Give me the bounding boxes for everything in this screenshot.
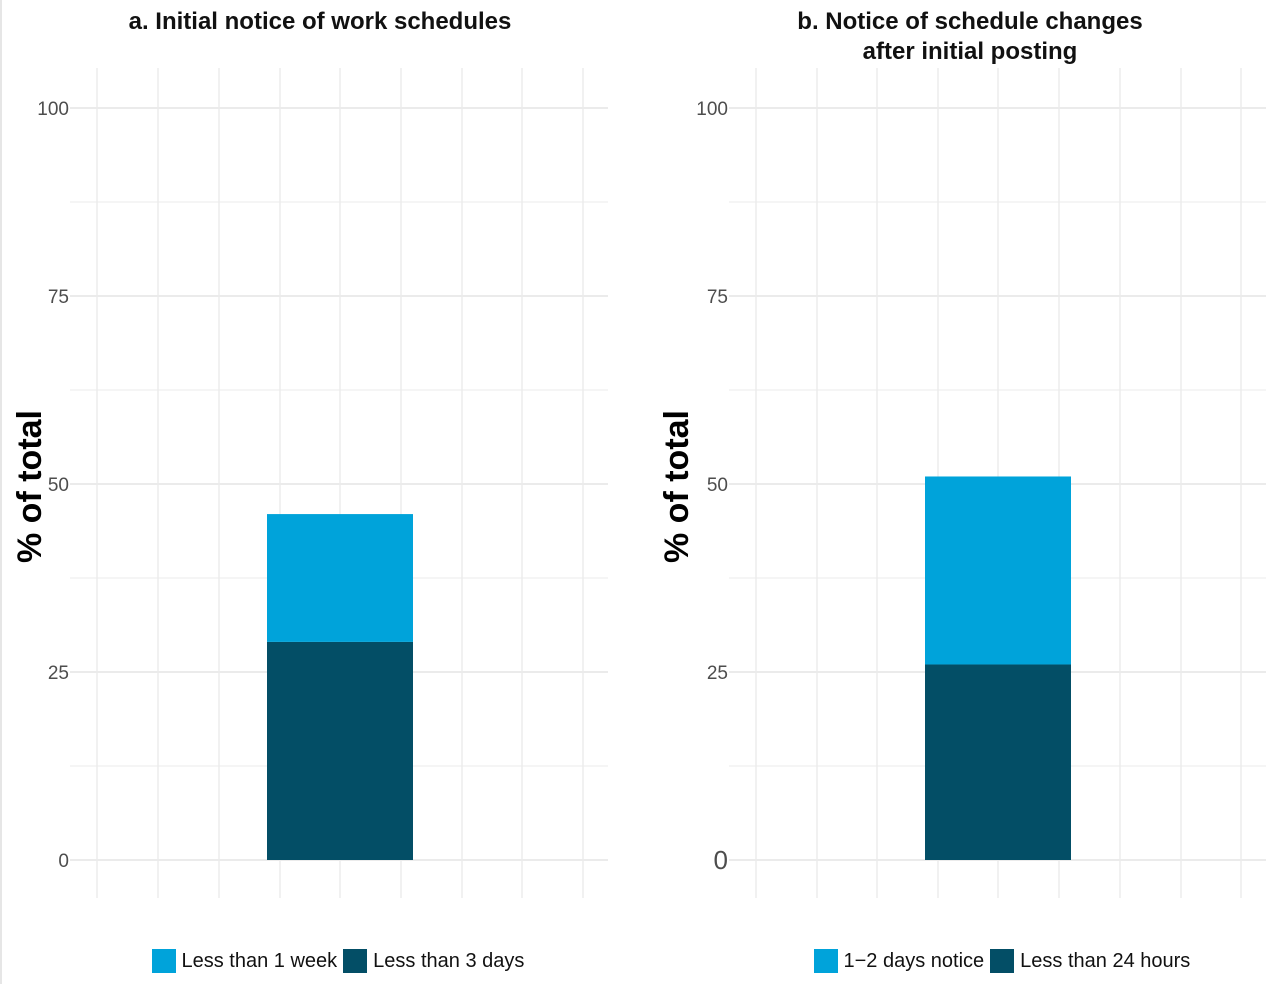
legend-item-less-than-24-hours: Less than 24 hours [990,949,1190,973]
legend-item-1-2-days-notice: 1−2 days notice [813,949,985,973]
y-tick-label: 25 [707,663,728,684]
legend-label: Less than 3 days [373,949,525,972]
bar-segment [925,664,1071,860]
chart-title-b-line-2: after initial posting [862,38,1078,65]
legend-swatch-dark [343,949,368,973]
legend-b: 1−2 days notice Less than 24 hours [813,946,1197,976]
legend-swatch-light [813,949,838,973]
legend-label: Less than 24 hours [1020,949,1191,972]
y-tick-label: 0 [714,845,728,875]
bar-segment [925,476,1071,665]
legend-item-less-than-3-days: Less than 3 days [343,949,524,973]
y-tick-label: 100 [696,99,728,120]
legend-swatch-dark [990,949,1015,973]
plot-area-b: 0 25 50 75 100 [696,68,1266,898]
y-tick-label: 50 [707,475,728,496]
legend-item-less-than-1-week: Less than 1 week [151,949,338,973]
legend-a: Less than 1 week Less than 3 days [151,946,531,976]
legend-swatch-light [151,949,176,973]
bar-segment [267,514,413,642]
chart-panel-b: b. Notice of schedule changes after init… [640,0,1272,984]
y-tick-label: 0 [58,851,69,872]
legend-label: 1−2 days notice [843,949,985,972]
y-tick-label: 25 [48,663,69,684]
bar-segment [267,641,413,860]
plot-area-a: 0 25 50 75 100 [37,68,608,898]
y-tick-label: 75 [707,287,728,308]
y-tick-label: 100 [37,99,69,120]
y-tick-label: 75 [48,287,69,308]
chart-panel-a: a. Initial notice of work schedules % of… [0,0,630,984]
chart-title-b-line-1: b. Notice of schedule changes [797,8,1143,35]
chart-title-b: b. Notice of schedule changes after init… [660,7,1272,67]
chart-title-a: a. Initial notice of work schedules [128,8,512,35]
legend-label: Less than 1 week [181,949,338,972]
y-tick-label: 50 [48,475,69,496]
